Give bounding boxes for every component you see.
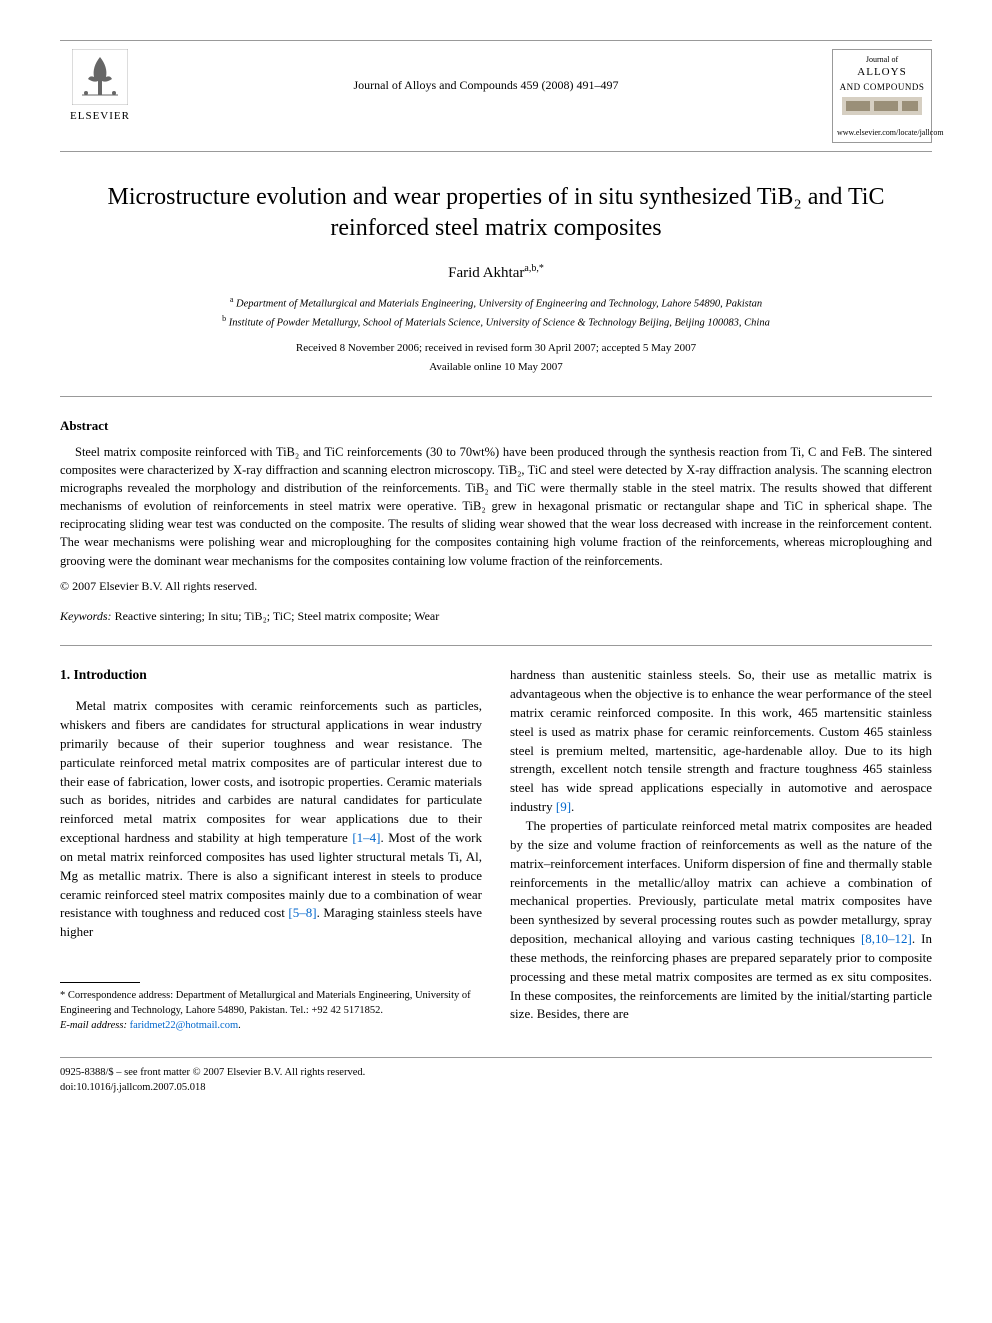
header: ELSEVIER Journal of Alloys and Compounds… [60, 40, 932, 152]
publisher-name: ELSEVIER [60, 109, 140, 124]
section-heading-intro: 1. Introduction [60, 666, 482, 685]
author-line: Farid Akhtara,b,* [60, 262, 932, 284]
email-label: E-mail address: [60, 1020, 127, 1031]
abstract-body: Steel matrix composite reinforced with T… [60, 443, 932, 570]
ref-link-2[interactable]: [5–8] [288, 905, 316, 920]
divider-top [60, 396, 932, 397]
badge-art-icon [838, 93, 926, 119]
affiliations: a Department of Metallurgical and Materi… [60, 294, 932, 331]
badge-name-2: AND COMPOUNDS [837, 81, 927, 94]
divider-bottom [60, 645, 932, 646]
intro-paragraph-1-cont: hardness than austenitic stainless steel… [510, 666, 932, 817]
badge-journal-of: Journal of [837, 54, 927, 65]
footer-doi: doi:10.1016/j.jallcom.2007.05.018 [60, 1081, 932, 1096]
badge-url: www.elsevier.com/locate/jallcom [837, 127, 927, 138]
footer-line-1: 0925-8388/$ – see front matter © 2007 El… [60, 1066, 932, 1081]
keywords-label: Keywords: [60, 609, 112, 623]
page-footer: 0925-8388/$ – see front matter © 2007 El… [60, 1057, 932, 1095]
ref-link-3[interactable]: [9] [556, 799, 571, 814]
correspondence-footnote: * Correspondence address: Department of … [60, 989, 482, 1033]
elsevier-tree-icon [72, 49, 128, 105]
author-name: Farid Akhtar [448, 265, 524, 281]
keywords-text: Reactive sintering; In situ; TiB₂; TiC; … [115, 609, 440, 623]
correspondence-text: * Correspondence address: Department of … [60, 989, 482, 1018]
author-marks: a,b,* [524, 263, 543, 274]
email-link[interactable]: faridmet22@hotmail.com [130, 1020, 239, 1031]
abstract-heading: Abstract [60, 417, 932, 435]
abstract-copyright: © 2007 Elsevier B.V. All rights reserved… [60, 578, 932, 595]
badge-name-1: ALLOYS [837, 65, 927, 80]
column-left: 1. Introduction Metal matrix composites … [60, 666, 482, 1033]
body-columns: 1. Introduction Metal matrix composites … [60, 666, 932, 1033]
footnote-rule [60, 982, 140, 983]
date-available: Available online 10 May 2007 [60, 360, 932, 375]
publisher-logo: ELSEVIER [60, 49, 140, 124]
ref-link-1[interactable]: [1–4] [352, 830, 380, 845]
ref-link-4[interactable]: [8,10–12] [861, 931, 912, 946]
keywords: Keywords: Reactive sintering; In situ; T… [60, 608, 932, 625]
intro-paragraph-1: Metal matrix composites with ceramic rei… [60, 697, 482, 942]
intro-paragraph-2: The properties of particulate reinforced… [510, 817, 932, 1024]
affiliation-b: Institute of Powder Metallurgy, School o… [229, 317, 770, 328]
column-right: hardness than austenitic stainless steel… [510, 666, 932, 1033]
article-title: Microstructure evolution and wear proper… [100, 182, 892, 244]
journal-reference: Journal of Alloys and Compounds 459 (200… [140, 49, 832, 94]
affiliation-a: Department of Metallurgical and Material… [236, 299, 762, 310]
journal-badge: Journal of ALLOYS AND COMPOUNDS www.else… [832, 49, 932, 143]
date-received: Received 8 November 2006; received in re… [60, 341, 932, 356]
